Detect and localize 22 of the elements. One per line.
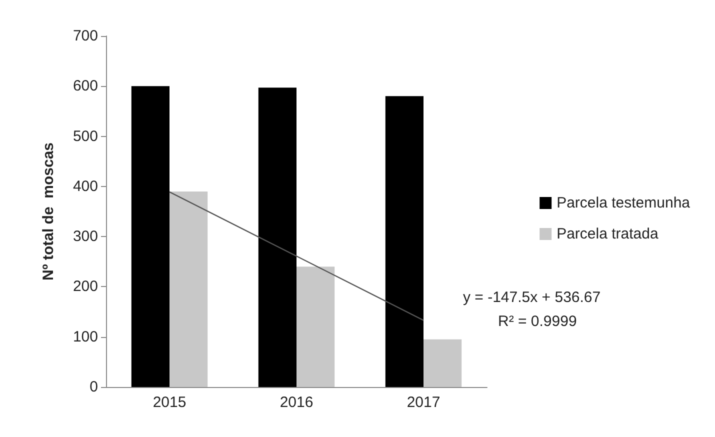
y-tick-label: 700 — [72, 28, 98, 44]
x-tick-label: 2015 — [152, 394, 186, 411]
bar — [131, 86, 170, 387]
y-tick-label: 300 — [72, 228, 98, 246]
legend-label: Parcela testemunha — [556, 194, 691, 212]
y-tick-label: 400 — [72, 178, 98, 195]
annotation: y = -147.5x + 536.67 — [463, 289, 601, 306]
y-tick-label: 500 — [72, 128, 98, 145]
bar — [424, 339, 462, 387]
y-tick-label: 600 — [72, 78, 98, 95]
x-tick-label: 2016 — [280, 394, 314, 411]
bar — [170, 191, 208, 387]
bar — [385, 96, 424, 387]
legend-label: Parcela tratada — [556, 226, 659, 242]
x-tick-label: 2017 — [406, 394, 440, 411]
bar — [296, 266, 335, 387]
y-tick-label: 200 — [72, 278, 98, 296]
text: R² = 0.9999 — [498, 313, 577, 330]
y-axis-title: Nº total de moscas — [40, 142, 57, 281]
y-tick-label: 0 — [90, 378, 98, 396]
bar — [258, 88, 296, 387]
y-tick-label: 100 — [72, 328, 98, 346]
